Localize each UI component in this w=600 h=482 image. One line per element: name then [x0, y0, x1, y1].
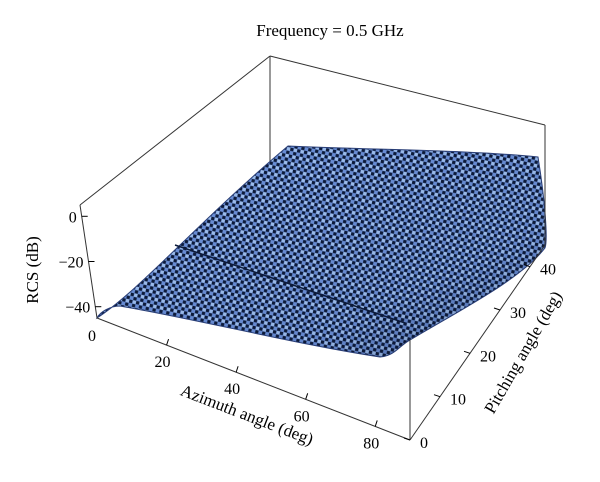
y-tick-label: 0: [420, 435, 428, 452]
x-tick-mark: [166, 338, 170, 346]
chart-title: Frequency = 0.5 GHz: [256, 21, 404, 40]
y-tick-mark: [523, 264, 531, 268]
rcs-surface: [95, 145, 547, 358]
x-tick-mark: [305, 393, 309, 400]
y-tick-label: 10: [450, 392, 466, 409]
y-tick-mark: [463, 350, 471, 354]
y-tick-mark: [493, 307, 501, 311]
bounding-box-back: [79, 55, 546, 206]
z-tick-label: 0: [69, 209, 77, 226]
x-tick-label: 80: [363, 435, 379, 452]
y-tick-mark: [433, 394, 441, 398]
x-tick-mark: [235, 366, 239, 373]
z-tick-label: −40: [65, 300, 90, 317]
x-tick-label: 60: [294, 408, 310, 425]
z-axis-label: RCS (dB): [23, 236, 42, 304]
y-tick-label: 30: [510, 305, 526, 322]
y-tick-mark: [403, 437, 411, 441]
x-tick-mark: [374, 420, 378, 427]
x-tick-label: 40: [224, 381, 240, 398]
y-tick-label: 40: [540, 262, 556, 279]
z-axis: 0 −20 −40 0 RCS (dB): [23, 209, 102, 345]
z-corner-label: 0: [88, 328, 96, 345]
y-tick-label: 20: [480, 348, 496, 365]
x-tick-label: 20: [155, 354, 171, 371]
z-tick-label: −20: [58, 255, 83, 272]
